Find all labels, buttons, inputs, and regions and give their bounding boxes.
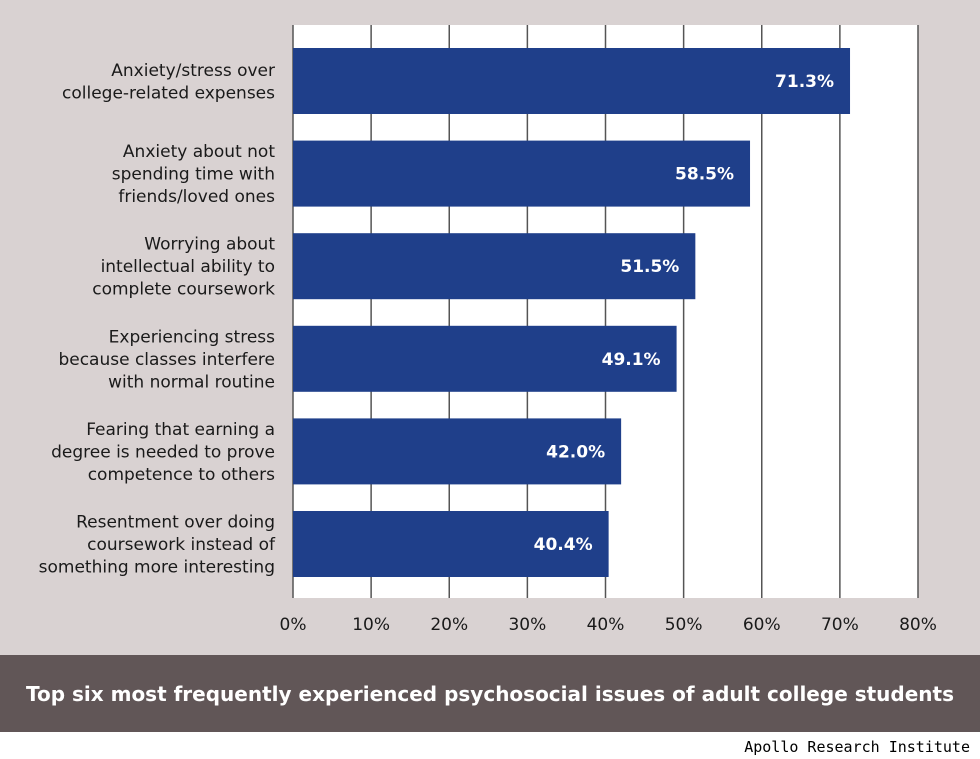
bar bbox=[293, 140, 751, 207]
category-label: Worrying about intellectual ability to com… bbox=[92, 235, 275, 300]
bar bbox=[293, 233, 696, 300]
category-label: Resentment over doing coursework instead … bbox=[39, 513, 276, 578]
x-tick-label: 80% bbox=[899, 615, 937, 635]
category-label: Anxiety about not spending time with frien… bbox=[112, 142, 276, 207]
bar bbox=[293, 418, 622, 485]
bar-value-label: 51.5% bbox=[620, 257, 679, 277]
x-tick-label: 10% bbox=[352, 615, 390, 635]
bar-value-label: 40.4% bbox=[534, 535, 593, 555]
x-tick-label: 40% bbox=[587, 615, 625, 635]
x-tick-label: 70% bbox=[821, 615, 859, 635]
chart-caption: Top six most frequently experienced psyc… bbox=[25, 681, 955, 706]
chart-panel: 0% 10% 20% 30% 40% 50% 60% 70% 80% 71.3% Anxiety/s… bbox=[0, 0, 980, 655]
bar bbox=[293, 48, 851, 114]
x-tick-label: 20% bbox=[430, 615, 468, 635]
source-credit: Apollo Research Institute bbox=[744, 738, 970, 756]
category-label: Anxiety/stress over college-related expen… bbox=[62, 61, 275, 104]
bar-value-label: 71.3% bbox=[775, 72, 834, 92]
x-tick-label: 50% bbox=[665, 615, 703, 635]
category-label: Fearing that earning a degree is needed t… bbox=[51, 420, 275, 485]
category-label: Experiencing stress because classes inter… bbox=[58, 327, 275, 392]
bar-value-label: 49.1% bbox=[602, 350, 661, 370]
bar-value-label: 42.0% bbox=[546, 442, 605, 462]
x-tick-label: 0% bbox=[280, 615, 307, 635]
x-tick-label: 30% bbox=[508, 615, 546, 635]
bar-chart: 0% 10% 20% 30% 40% 50% 60% 70% 80% 71.3% Anxiety/s… bbox=[39, 25, 937, 635]
bar bbox=[293, 325, 677, 392]
bar-value-label: 58.5% bbox=[675, 165, 734, 185]
x-tick-label: 60% bbox=[743, 615, 781, 635]
caption-bar: Top six most frequently experienced psyc… bbox=[0, 655, 980, 732]
bar bbox=[293, 511, 609, 577]
